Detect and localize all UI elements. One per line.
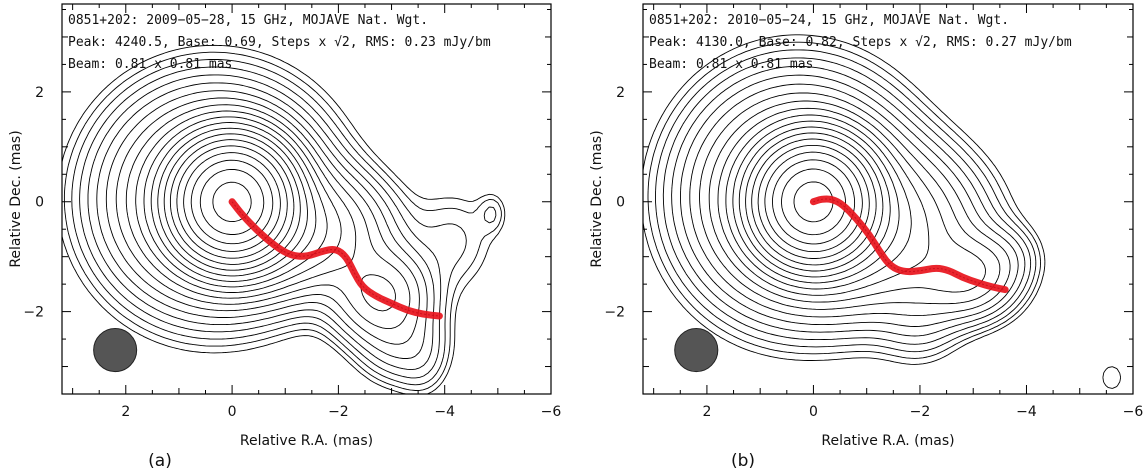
contour-level — [115, 97, 411, 330]
contour-level — [772, 159, 856, 245]
y-tick-label: −2 — [23, 305, 44, 321]
x-tick-label: −2 — [910, 404, 931, 420]
contour-level — [680, 74, 1019, 327]
contour-level — [732, 120, 900, 284]
plot-frame — [61, 3, 552, 395]
contour-level — [157, 127, 308, 277]
contour-level — [163, 133, 301, 271]
contour-level — [764, 151, 863, 253]
panel-a: 2 0 −2 −4 −6 2 0 −2 Relative R.A. (mas) Relative … — [8, 3, 562, 471]
x-tick-label: 0 — [228, 404, 237, 420]
panel-label: (b) — [731, 451, 755, 471]
plot-area — [62, 44, 506, 394]
contour-level — [169, 139, 295, 265]
header-line: Beam: 0.81 x 0.81 mas — [649, 57, 813, 72]
contour-level — [757, 144, 870, 259]
contour-level — [725, 114, 912, 290]
x-tick-label: 2 — [121, 404, 130, 420]
contour-level — [150, 122, 317, 282]
header-line: Peak: 4240.5, Base: 0.69, Steps x √2, RM… — [68, 35, 491, 50]
contour-level — [96, 82, 428, 359]
ridge-line-markers — [813, 198, 1006, 291]
contour-level — [662, 57, 1032, 345]
contour-level — [62, 44, 506, 394]
contour-level — [183, 152, 281, 252]
contour-level — [708, 100, 986, 303]
y-tick-label: 2 — [35, 85, 44, 101]
x-tick-label: −6 — [541, 404, 562, 420]
contour-level — [105, 90, 420, 345]
header-line: Beam: 0.81 x 0.81 mas — [68, 57, 232, 72]
contour-level — [647, 41, 1041, 359]
contour-level — [79, 66, 442, 379]
panel-b: 2 0 −2 −4 −6 2 0 −2 Relative R.A. (mas) Relative … — [589, 3, 1144, 471]
beam-ellipse — [93, 328, 138, 373]
y-tick-label: 0 — [35, 195, 44, 211]
contour-level — [176, 145, 288, 259]
y-tick-label: 0 — [616, 195, 625, 211]
x-tick-label: 2 — [702, 404, 711, 420]
panel-label: (a) — [148, 451, 172, 471]
contour-level — [63, 51, 502, 391]
contour-level — [87, 74, 435, 371]
x-tick-label: −4 — [434, 404, 455, 420]
ridge-line — [228, 198, 443, 320]
y-tick-label: 2 — [616, 85, 625, 101]
contour-level — [717, 107, 930, 296]
y-axis-label: Relative Dec. (mas) — [8, 130, 24, 267]
y-tick-label: −2 — [604, 305, 625, 321]
contour-level — [738, 126, 891, 278]
header-line: Peak: 4130.0, Base: 0.82, Steps x √2, RM… — [649, 35, 1072, 50]
plot-frame — [642, 3, 1134, 395]
x-tick-label: 0 — [809, 404, 818, 420]
ridge-line-markers — [231, 201, 440, 317]
beam-ellipse — [674, 327, 719, 373]
x-tick-label: −4 — [1016, 404, 1037, 420]
contour-level — [135, 110, 342, 293]
x-axis-label: Relative R.A. (mas) — [821, 433, 954, 449]
contour-level — [643, 34, 1122, 389]
contour-level — [689, 83, 1011, 318]
plot-area — [643, 34, 1122, 389]
header-line: 0851+202: 2010−05−24, 15 GHz, MOJAVE Nat… — [649, 13, 1009, 28]
contour-level — [71, 58, 497, 386]
contour-level — [655, 49, 1037, 353]
x-tick-label: −2 — [328, 404, 349, 420]
header-line: 0851+202: 2009−05−28, 15 GHz, MOJAVE Nat… — [68, 13, 428, 28]
contour-level — [125, 104, 396, 312]
y-axis-label: Relative Dec. (mas) — [589, 130, 605, 267]
contour-level — [699, 92, 1001, 310]
x-axis-label: Relative R.A. (mas) — [240, 433, 373, 449]
x-tick-label: −6 — [1123, 404, 1144, 420]
contour-level — [199, 168, 265, 235]
contour-level — [671, 65, 1026, 337]
